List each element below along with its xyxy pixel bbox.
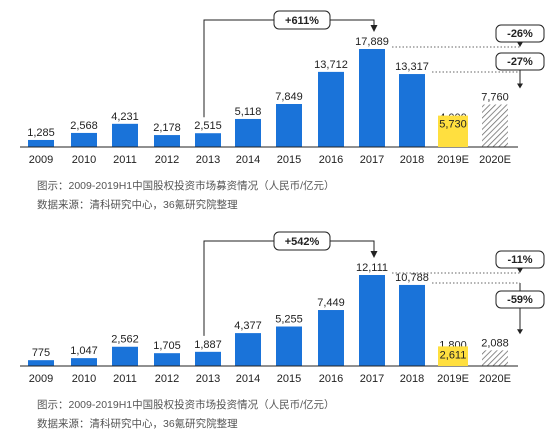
tick-label-2020E: 2020E xyxy=(479,373,511,385)
bar-2012 xyxy=(154,135,180,147)
bar-2020E xyxy=(482,104,508,147)
decline-arrow-2-head xyxy=(517,83,523,89)
bar-2012 xyxy=(154,353,180,366)
decline-arrow-2-head xyxy=(517,329,523,335)
decline-badge-2-label: -59% xyxy=(507,294,533,306)
fundraising-chart-svg: 1,285 2009 2,568 2010 4,231 2011 2,178 2012 2,51… xyxy=(20,10,545,166)
highlight-box xyxy=(438,346,468,366)
tick-label-2016: 2016 xyxy=(319,154,343,166)
tick-label-2013: 2013 xyxy=(196,154,220,166)
bar-2020E xyxy=(482,350,508,366)
value-label-2017: 17,889 xyxy=(355,36,389,48)
tick-label-2019E: 2019E xyxy=(437,373,469,385)
chart-title: 图示：2009-2019H1中国股权投资市场投资情况（人民币/亿元） xyxy=(37,399,335,411)
tick-label-2016: 2016 xyxy=(319,373,343,385)
tick-label-2010: 2010 xyxy=(72,154,96,166)
value-label-2010: 1,047 xyxy=(70,345,98,357)
bar-2015 xyxy=(276,326,302,366)
value-label-2018: 10,788 xyxy=(395,272,429,284)
chart-title: 图示：2009-2019H1中国股权投资市场募资情况（人民币/亿元） xyxy=(37,180,335,192)
tick-label-2013: 2013 xyxy=(196,373,220,385)
value-label-2011: 4,231 xyxy=(111,111,139,123)
value-label-2016: 13,712 xyxy=(314,59,348,71)
value-label-2020E: 7,760 xyxy=(481,91,509,103)
value-label-2013: 2,515 xyxy=(194,120,222,132)
bar-2013 xyxy=(195,351,221,366)
decline-arrow-1-head xyxy=(517,42,523,47)
bar-2018 xyxy=(399,284,425,366)
investment-chart: 775 2009 1,047 2010 2,562 2011 1,705 2012 1,887 2… xyxy=(0,219,550,438)
value-label-2014: 4,377 xyxy=(234,320,262,332)
tick-label-2017: 2017 xyxy=(360,154,384,166)
tick-label-2009: 2009 xyxy=(29,154,53,166)
value-label-2012: 2,178 xyxy=(153,122,181,134)
value-label-2017: 12,111 xyxy=(356,262,388,274)
value-label-2011: 2,562 xyxy=(111,334,139,346)
tick-label-2015: 2015 xyxy=(277,373,301,385)
decline-badge-1-label: -11% xyxy=(507,254,532,266)
value-label-2010: 2,568 xyxy=(70,120,98,132)
tick-label-2009: 2009 xyxy=(29,373,53,385)
value-label-2015: 5,255 xyxy=(275,314,303,326)
highlight-label: 5,730 xyxy=(439,119,467,131)
investment-chart-svg: 775 2009 1,047 2010 2,562 2011 1,705 2012 1,887 2… xyxy=(20,231,545,385)
tick-label-2018: 2018 xyxy=(400,373,424,385)
bar-2014 xyxy=(235,118,261,147)
bar-2013 xyxy=(195,133,221,147)
tick-label-2020E: 2020E xyxy=(479,154,511,166)
bar-2017 xyxy=(359,275,385,366)
bar-2009 xyxy=(28,360,54,366)
value-label-2015: 7,849 xyxy=(275,91,303,103)
bar-2010 xyxy=(71,132,97,147)
decline-badge-1-label: -26% xyxy=(507,28,533,40)
fundraising-chart: 1,285 2009 2,568 2010 4,231 2011 2,178 2012 2,51… xyxy=(20,10,545,211)
value-label-2009: 775 xyxy=(32,347,50,359)
value-label-2016: 7,449 xyxy=(317,297,345,309)
growth-badge xyxy=(273,231,331,251)
bar-2011 xyxy=(112,346,138,366)
tick-label-2014: 2014 xyxy=(236,373,260,385)
growth-bracket-arrowhead xyxy=(370,25,378,32)
tick-label-2012: 2012 xyxy=(155,373,179,385)
bar-2010 xyxy=(71,358,97,366)
bar-2011 xyxy=(112,123,138,147)
tick-label-2019E: 2019E xyxy=(437,154,469,166)
tick-label-2010: 2010 xyxy=(72,373,96,385)
bar-2017 xyxy=(359,49,385,147)
bar-2014 xyxy=(235,333,261,366)
growth-badge-label: +611% xyxy=(285,15,319,27)
bar-2015 xyxy=(276,104,302,147)
growth-bracket-arrowhead xyxy=(370,251,378,258)
highlight-label: 2,611 xyxy=(440,349,467,361)
tick-label-2014: 2014 xyxy=(236,154,260,166)
bar-2016 xyxy=(318,310,344,366)
growth-badge-label: +542% xyxy=(285,236,320,248)
bar-2018 xyxy=(399,74,425,147)
chart-source: 数据来源：清科研究中心，36氪研究院整理 xyxy=(37,418,238,430)
tick-label-2011: 2011 xyxy=(113,373,137,385)
tick-label-2015: 2015 xyxy=(277,154,301,166)
highlight-box xyxy=(438,115,468,147)
tick-label-2012: 2012 xyxy=(155,154,179,166)
growth-badge xyxy=(273,10,331,30)
value-label-2013: 1,887 xyxy=(194,339,222,351)
value-label-2020E: 2,088 xyxy=(481,337,509,349)
value-label-2009: 1,285 xyxy=(27,127,55,139)
value-label-2018: 13,317 xyxy=(395,61,429,73)
decline-badge-2-label: -27% xyxy=(507,56,533,68)
value-label-2012: 1,705 xyxy=(153,340,181,352)
decline-arrow-1-head xyxy=(517,268,523,273)
chart-source: 数据来源：清科研究中心，36氪研究院整理 xyxy=(37,199,238,211)
value-label-2014: 5,118 xyxy=(235,106,262,118)
tick-label-2011: 2011 xyxy=(113,154,137,166)
tick-label-2017: 2017 xyxy=(360,373,384,385)
bar-2016 xyxy=(318,71,344,147)
tick-label-2018: 2018 xyxy=(400,154,424,166)
bar-2009 xyxy=(28,139,54,147)
